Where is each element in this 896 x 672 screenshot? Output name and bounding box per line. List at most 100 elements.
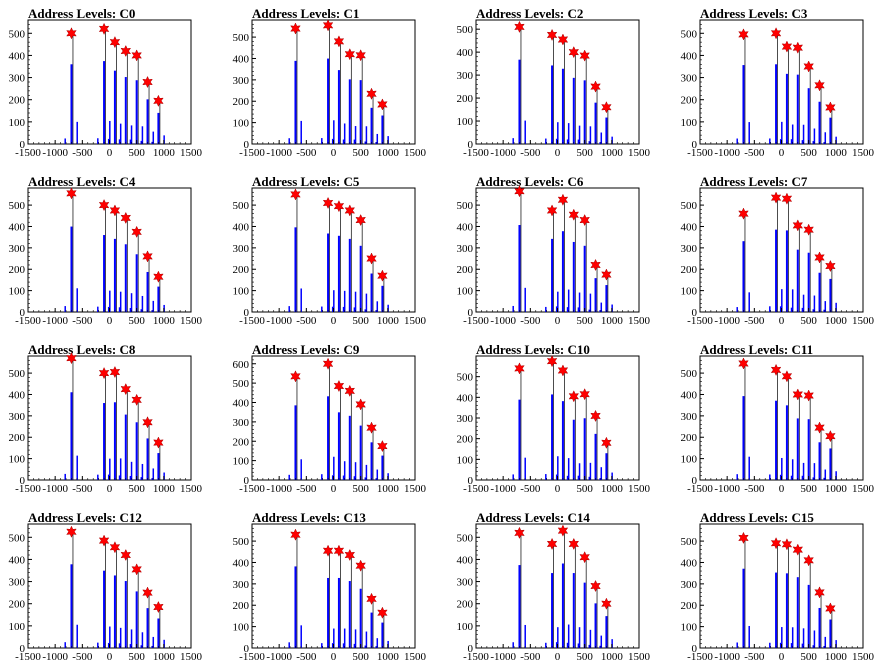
y-tick-label: 400: [457, 392, 474, 404]
x-tick-label: 1500: [628, 147, 651, 159]
chart-title: Address Levels: C14: [476, 510, 590, 525]
x-tick-label: 1500: [404, 147, 427, 159]
y-tick-label: 200: [681, 95, 698, 107]
histogram-bar: [557, 122, 559, 144]
x-tick-label: 1500: [180, 147, 203, 159]
y-tick-label: 0: [692, 475, 698, 487]
x-tick-label: 500: [352, 147, 369, 159]
peak-marker: [590, 80, 601, 93]
x-tick-label: 1000: [825, 483, 848, 495]
histogram-bar: [337, 577, 340, 648]
x-tick-label: -1500: [463, 315, 489, 327]
histogram-bar: [829, 619, 832, 648]
y-tick-label: 0: [244, 643, 250, 655]
histogram-bar: [107, 642, 110, 648]
histogram-bar: [555, 474, 558, 480]
x-tick-label: -500: [520, 147, 541, 159]
peak-marker: [770, 27, 782, 40]
x-tick-label: 1500: [180, 483, 203, 495]
histogram-bar: [812, 645, 815, 648]
histogram-bar: [348, 238, 351, 312]
histogram-bar: [524, 120, 526, 144]
histogram-bar: [129, 475, 132, 480]
x-tick-label: 0: [331, 651, 337, 663]
histogram-bar: [331, 138, 334, 144]
histogram-bar: [130, 293, 133, 312]
peak-marker: [601, 101, 612, 114]
histogram-bar: [76, 455, 78, 480]
histogram-bar: [118, 643, 121, 648]
peak-marker: [153, 94, 164, 107]
histogram-bar: [824, 636, 827, 648]
x-tick-label: 1000: [601, 483, 624, 495]
histogram-bar: [163, 639, 165, 648]
histogram-bar: [124, 244, 127, 312]
histogram-bar: [599, 310, 601, 312]
peak-marker: [344, 384, 356, 397]
histogram-bar: [337, 412, 340, 480]
x-tick-label: 500: [128, 147, 145, 159]
x-tick-label: 1000: [601, 147, 624, 159]
chart-title: Address Levels: C4: [28, 174, 136, 189]
histogram-bar: [118, 307, 121, 312]
histogram-bar: [157, 453, 160, 480]
peak-marker: [153, 600, 164, 614]
peak-marker: [781, 192, 793, 205]
y-tick-label: 500: [9, 368, 26, 380]
x-tick-label: 500: [576, 147, 593, 159]
histogram-bar: [129, 139, 132, 144]
histogram-bar: [572, 573, 575, 648]
histogram-bar: [353, 139, 356, 144]
x-tick-label: -1000: [714, 147, 740, 159]
histogram-bar: [107, 474, 110, 480]
histogram-bar: [118, 139, 121, 144]
chart-svg: 0 100 200 300 400 500 -1500 -1000 -500 0 500 1000 15…: [681, 187, 875, 327]
histogram-bar: [785, 405, 788, 480]
chart-svg: 0 100 200 300 400 500 -1500 -1000 -500 0 500 1000 15…: [457, 523, 651, 663]
x-tick-label: 500: [576, 483, 593, 495]
x-tick-label: 500: [576, 315, 593, 327]
histogram-bar: [583, 418, 586, 480]
peak-marker: [131, 563, 142, 576]
histogram-bar: [736, 307, 738, 312]
histogram-bar: [790, 643, 793, 648]
y-tick-label: 500: [681, 200, 698, 212]
histogram-bar: [375, 646, 377, 648]
histogram-bar: [152, 468, 155, 480]
histogram-bar: [736, 474, 738, 480]
histogram-bar: [342, 306, 345, 312]
y-tick-label: 100: [9, 117, 26, 129]
peak-marker: [814, 251, 825, 264]
histogram-bar: [109, 120, 111, 144]
peak-marker: [825, 259, 836, 273]
histogram-bar: [577, 643, 580, 648]
peak-marker: [131, 393, 142, 406]
histogram-bar: [135, 254, 138, 312]
histogram-bar: [588, 309, 591, 312]
histogram-bar: [605, 453, 608, 480]
x-tick-label: 1500: [628, 315, 651, 327]
chart-title: Address Levels: C3: [700, 6, 808, 21]
x-tick-label: 1000: [825, 315, 848, 327]
histogram-bar: [611, 639, 613, 648]
x-tick-label: -1000: [714, 651, 740, 663]
histogram-bar: [583, 245, 586, 312]
histogram-bar: [118, 475, 121, 480]
histogram-bar: [599, 142, 601, 144]
histogram-bar: [107, 138, 110, 144]
histogram-bar: [829, 448, 832, 480]
histogram-bar: [109, 290, 111, 312]
histogram-bar: [354, 462, 357, 480]
histogram-bar: [64, 138, 66, 144]
histogram-bar: [381, 455, 384, 480]
y-tick-label: 100: [681, 286, 698, 298]
histogram-bar: [583, 80, 586, 144]
x-tick-label: 500: [128, 483, 145, 495]
peak-marker: [344, 548, 356, 562]
histogram-bar: [829, 117, 832, 144]
histogram-bar: [594, 433, 597, 480]
histogram-bar: [321, 138, 323, 144]
peak-marker: [366, 592, 377, 605]
histogram-bar: [321, 643, 323, 648]
